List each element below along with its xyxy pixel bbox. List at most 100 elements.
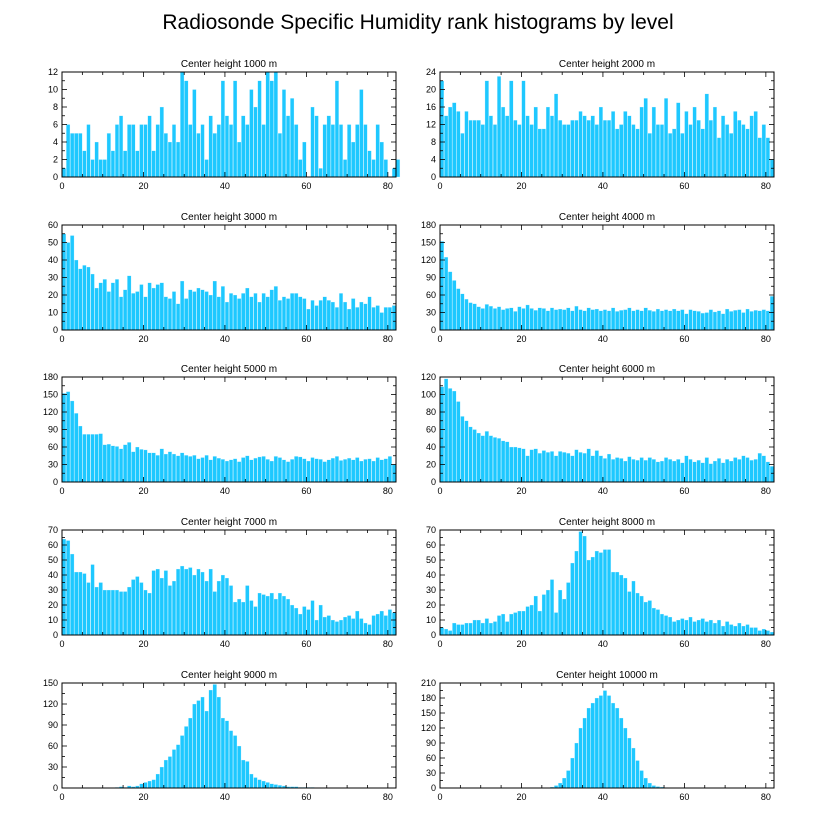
bar xyxy=(725,459,730,483)
bar xyxy=(676,102,681,178)
bar xyxy=(558,782,563,789)
panel-5: Center height 5000 m 0 20 40 60 80 0 30 60 90 120 1… xyxy=(43,364,397,496)
bar xyxy=(627,737,632,789)
bar xyxy=(598,106,603,178)
bar xyxy=(237,598,242,636)
bar xyxy=(643,777,648,789)
bar xyxy=(733,457,738,483)
y-tick-label: 30 xyxy=(48,460,58,470)
bar xyxy=(753,310,758,331)
bar xyxy=(741,455,746,483)
bar xyxy=(513,119,518,178)
x-tick-label: 40 xyxy=(598,792,608,802)
bar xyxy=(729,460,734,483)
bar xyxy=(582,535,587,636)
bar xyxy=(623,460,628,483)
bar xyxy=(176,744,181,789)
bar xyxy=(114,279,120,331)
bar xyxy=(241,115,246,178)
bar xyxy=(549,579,555,636)
bar xyxy=(733,625,738,636)
bar xyxy=(184,298,189,331)
bar xyxy=(184,455,189,483)
panel-4: Center height 4000 m 0 20 40 60 80 0 30 60 90 120 1… xyxy=(421,212,775,344)
bar xyxy=(208,689,213,789)
bar xyxy=(615,571,620,636)
bar xyxy=(286,461,291,483)
bar xyxy=(306,308,311,331)
y-tick-label: 90 xyxy=(426,273,436,283)
bar xyxy=(501,440,506,483)
bar xyxy=(159,766,164,789)
x-tick-label: 60 xyxy=(301,792,311,802)
bar xyxy=(171,291,177,331)
bar xyxy=(607,310,612,331)
bar xyxy=(749,627,754,636)
bar xyxy=(655,124,660,178)
y-tick-label: 10 xyxy=(48,308,58,318)
bar xyxy=(176,455,181,483)
bar xyxy=(509,613,514,636)
bar xyxy=(330,619,335,636)
x-tick-label: 0 xyxy=(437,639,442,649)
bar xyxy=(643,459,648,483)
x-tick-label: 60 xyxy=(301,334,311,344)
bar xyxy=(253,106,258,178)
bar xyxy=(281,296,287,331)
bar xyxy=(590,455,595,483)
bar xyxy=(363,303,368,331)
bar xyxy=(290,98,295,178)
panel-6: Center height 6000 m 0 20 40 60 80 0 20 40 60 80 10… xyxy=(421,364,775,496)
bar xyxy=(123,150,128,178)
bar xyxy=(570,119,575,178)
bar xyxy=(151,452,156,483)
bar xyxy=(537,610,542,636)
bar xyxy=(537,128,542,178)
bar xyxy=(456,288,461,331)
bar xyxy=(704,457,709,483)
bar xyxy=(216,580,221,636)
y-tick-label: 60 xyxy=(48,442,58,452)
bar xyxy=(257,779,262,789)
bar xyxy=(147,282,152,331)
bar xyxy=(602,458,608,483)
bar xyxy=(757,630,762,636)
bar xyxy=(347,308,352,331)
x-tick-label: 80 xyxy=(383,792,393,802)
y-tick-label: 120 xyxy=(43,699,58,709)
bar xyxy=(82,265,87,331)
y-tick-label: 24 xyxy=(426,67,436,77)
bar xyxy=(761,309,766,331)
bar xyxy=(668,616,673,636)
bar xyxy=(343,159,348,178)
bar xyxy=(509,446,514,483)
bar xyxy=(602,309,608,331)
bar xyxy=(716,310,722,331)
bar xyxy=(639,310,644,331)
bar xyxy=(281,459,287,483)
bar xyxy=(761,124,766,178)
bar xyxy=(513,446,518,483)
bar xyxy=(212,684,217,789)
bar xyxy=(492,437,498,483)
bar xyxy=(163,133,168,178)
bar xyxy=(269,460,274,483)
bar xyxy=(298,159,303,178)
y-tick-label: 30 xyxy=(426,585,436,595)
bar xyxy=(375,305,380,331)
bar xyxy=(497,438,502,483)
bar xyxy=(330,124,335,178)
bar xyxy=(468,119,473,178)
bar xyxy=(627,115,632,178)
bar xyxy=(590,556,595,636)
bar xyxy=(745,624,750,636)
bar xyxy=(611,111,616,178)
y-tick-label: 70 xyxy=(48,525,58,535)
bar xyxy=(729,311,734,331)
bar xyxy=(745,308,750,331)
bar xyxy=(375,457,380,483)
bar xyxy=(302,458,307,483)
bar xyxy=(212,456,217,483)
bar xyxy=(387,609,392,636)
bar xyxy=(216,296,221,331)
